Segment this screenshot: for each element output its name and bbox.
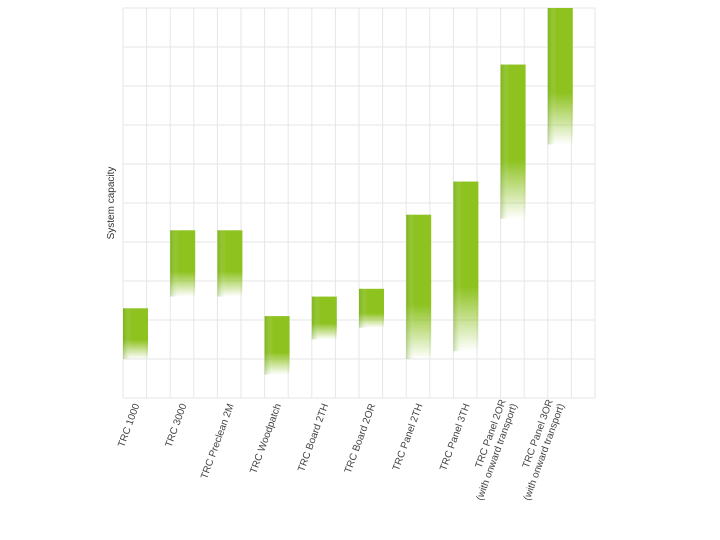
y-axis-label: System capacity bbox=[106, 167, 117, 240]
x-tick-label-line: TRC Panel 2TH bbox=[391, 402, 425, 472]
x-tick-label-line: TRC Preclean 2M bbox=[199, 402, 237, 480]
x-tick-label-line: TRC Board 2OR bbox=[343, 402, 378, 475]
x-tick-labels: TRC 1000 TRC 3000 TRC Preclean 2M TRC Woodp… bbox=[116, 398, 567, 502]
range-bar-shade bbox=[547, 8, 573, 145]
range-bar-shade bbox=[406, 214, 432, 359]
x-tick-label-line: TRC 3000 bbox=[164, 402, 190, 449]
x-tick-label: TRC Panel 2OR(with onward transport) bbox=[474, 398, 520, 502]
x-tick-label: TRC Panel 2TH bbox=[391, 402, 425, 472]
x-tick-label-line: TRC 1000 bbox=[116, 402, 142, 449]
x-tick-label-line: TRC Board 2TH bbox=[296, 402, 331, 473]
range-bar-shade bbox=[123, 308, 148, 359]
x-tick-label: TRC Board 2OR bbox=[343, 402, 378, 475]
range-bar-shade bbox=[170, 230, 196, 297]
chart-grid bbox=[122, 7, 596, 399]
range-bar-shade bbox=[264, 316, 290, 375]
x-tick-label: TRC Preclean 2M bbox=[199, 402, 237, 480]
range-bar-shade bbox=[217, 230, 243, 297]
x-tick-label-line: TRC Panel 3TH bbox=[438, 402, 472, 472]
range-bar-shade bbox=[500, 64, 526, 219]
range-bar-shade bbox=[453, 181, 479, 352]
range-bar-shade bbox=[359, 288, 384, 328]
x-tick-label: TRC 3000 bbox=[164, 402, 190, 449]
chart-bars bbox=[123, 8, 573, 375]
x-tick-label-line: TRC Woodpatch bbox=[248, 402, 284, 475]
x-tick-label: TRC Board 2TH bbox=[296, 402, 331, 473]
x-tick-label: TRC Panel 3OR(with onward transport) bbox=[521, 398, 567, 502]
x-tick-label: TRC Woodpatch bbox=[248, 402, 284, 475]
range-bar-shade bbox=[311, 296, 337, 340]
x-tick-label: TRC 1000 bbox=[116, 402, 142, 449]
x-tick-label: TRC Panel 3TH bbox=[438, 402, 472, 472]
